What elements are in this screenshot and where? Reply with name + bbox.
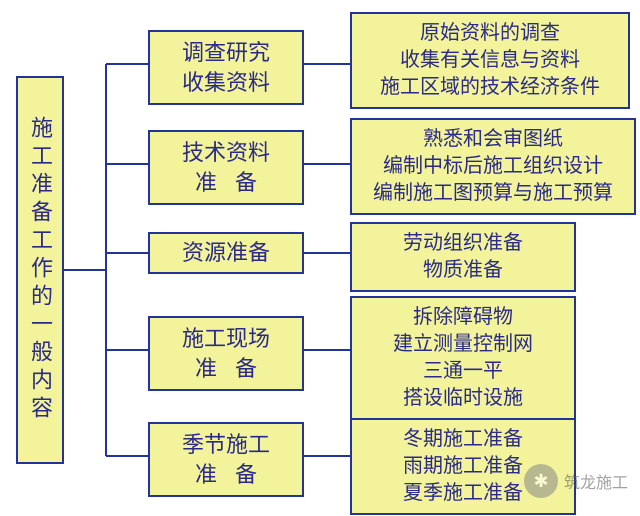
leaf-line: 冬期施工准备 xyxy=(403,426,523,453)
mid-label: 收集资料 xyxy=(182,68,270,98)
mid-label: 季节施工 xyxy=(182,430,270,460)
mid-node-3: 施工现场 准备 xyxy=(148,316,304,391)
leaf-line: 熟悉和会审图纸 xyxy=(423,126,563,153)
leaf-line: 原始资料的调查 xyxy=(420,20,560,47)
mid-node-0: 调查研究 收集资料 xyxy=(148,30,304,105)
leaf-line: 劳动组织准备 xyxy=(403,230,523,257)
mid-node-1: 技术资料 准备 xyxy=(148,130,304,205)
mid-label: 准备 xyxy=(177,168,275,198)
leaf-line: 三通一平 xyxy=(423,358,503,385)
leaf-node-3: 拆除障碍物 建立测量控制网 三通一平 搭设临时设施 xyxy=(350,296,576,420)
root-label: 施工准备工作的一般内容 xyxy=(29,116,51,424)
mid-label: 施工现场 xyxy=(182,324,270,354)
leaf-line: 编制施工图预算与施工预算 xyxy=(373,180,613,207)
leaf-node-0: 原始资料的调查 收集有关信息与资料 施工区域的技术经济条件 xyxy=(350,12,630,109)
leaf-line: 建立测量控制网 xyxy=(393,331,533,358)
watermark-icon: ✱ xyxy=(524,464,558,498)
leaf-line: 夏季施工准备 xyxy=(403,480,523,507)
leaf-line: 拆除障碍物 xyxy=(413,304,513,331)
mid-label: 资源准备 xyxy=(182,238,270,268)
leaf-line: 物质准备 xyxy=(423,257,503,284)
mid-label: 技术资料 xyxy=(182,138,270,168)
mid-label: 调查研究 xyxy=(182,38,270,68)
mid-node-4: 季节施工 准备 xyxy=(148,422,304,497)
watermark-text: 筑龙施工 xyxy=(564,469,628,493)
leaf-node-2: 劳动组织准备 物质准备 xyxy=(350,222,576,292)
watermark: ✱ 筑龙施工 xyxy=(524,464,628,498)
root-node: 施工准备工作的一般内容 xyxy=(16,76,64,464)
leaf-line: 收集有关信息与资料 xyxy=(400,47,580,74)
leaf-line: 雨期施工准备 xyxy=(403,453,523,480)
mid-node-2: 资源准备 xyxy=(148,232,304,274)
leaf-line: 搭设临时设施 xyxy=(403,385,523,412)
leaf-line: 施工区域的技术经济条件 xyxy=(380,74,600,101)
mid-label: 准备 xyxy=(177,460,275,490)
leaf-line: 编制中标后施工组织设计 xyxy=(383,153,603,180)
leaf-node-1: 熟悉和会审图纸 编制中标后施工组织设计 编制施工图预算与施工预算 xyxy=(350,118,636,215)
mid-label: 准备 xyxy=(177,354,275,384)
